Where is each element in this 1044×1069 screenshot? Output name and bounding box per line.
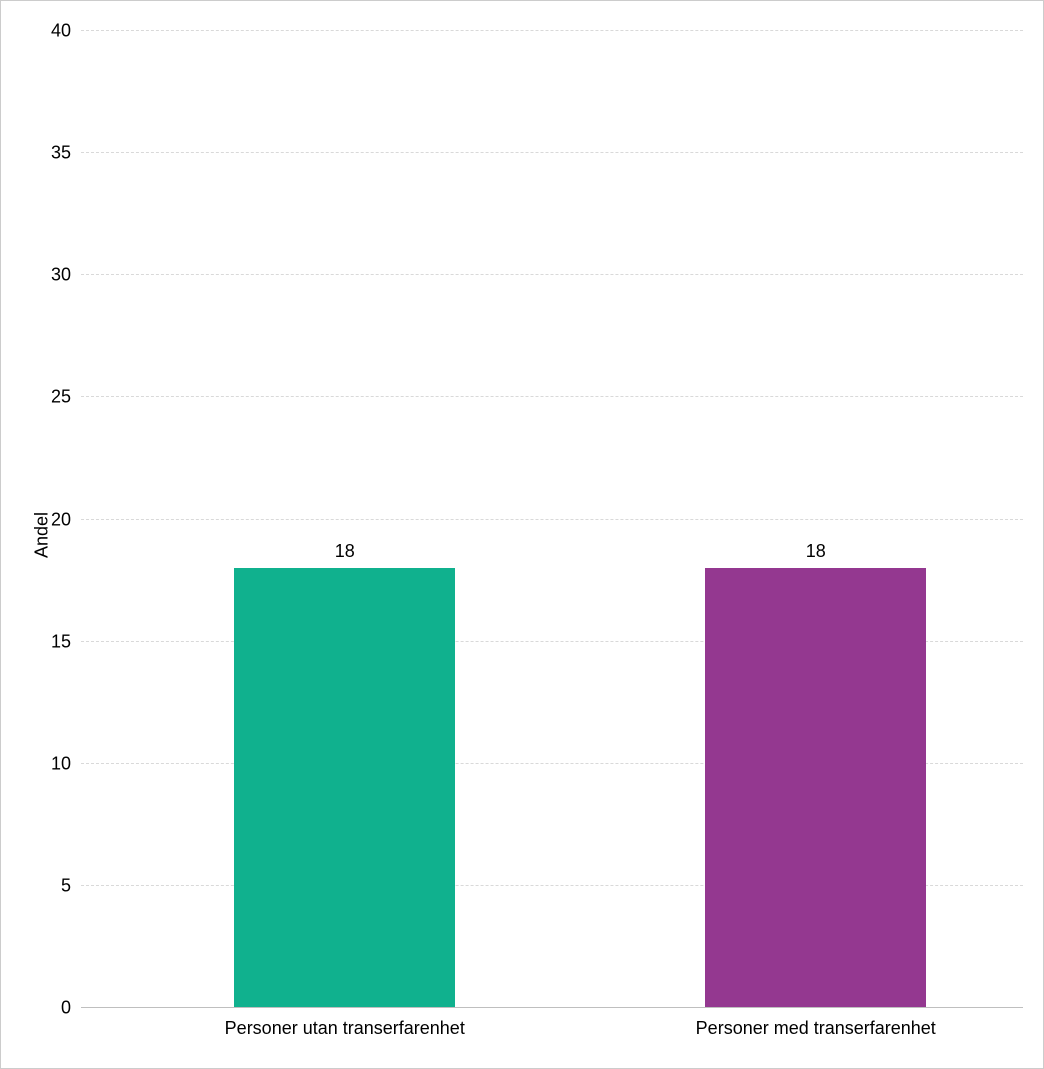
y-axis-label: Andel [32, 511, 53, 557]
x-tick-label: Personer med transerfarenhet [696, 1018, 936, 1039]
y-tick-label: 15 [51, 631, 71, 652]
x-axis-baseline [81, 1007, 1023, 1008]
y-tick-label: 10 [51, 753, 71, 774]
bars-layer: 18Personer utan transerfarenhet18Persone… [81, 31, 1023, 1008]
y-tick-label: 35 [51, 143, 71, 164]
y-tick-label: 20 [51, 509, 71, 530]
bar: 18 [705, 568, 926, 1008]
bar: 18 [234, 568, 455, 1008]
y-tick-label: 30 [51, 265, 71, 286]
y-tick-label: 0 [61, 998, 71, 1019]
bar-value-label: 18 [335, 541, 355, 562]
bar-chart: Andel 0510152025303540 18Personer utan t… [0, 0, 1044, 1069]
plot-area: 0510152025303540 18Personer utan transer… [81, 31, 1023, 1008]
y-tick-label: 5 [61, 875, 71, 896]
bar-value-label: 18 [806, 541, 826, 562]
y-tick-label: 40 [51, 21, 71, 42]
x-tick-label: Personer utan transerfarenhet [225, 1018, 465, 1039]
y-tick-label: 25 [51, 387, 71, 408]
